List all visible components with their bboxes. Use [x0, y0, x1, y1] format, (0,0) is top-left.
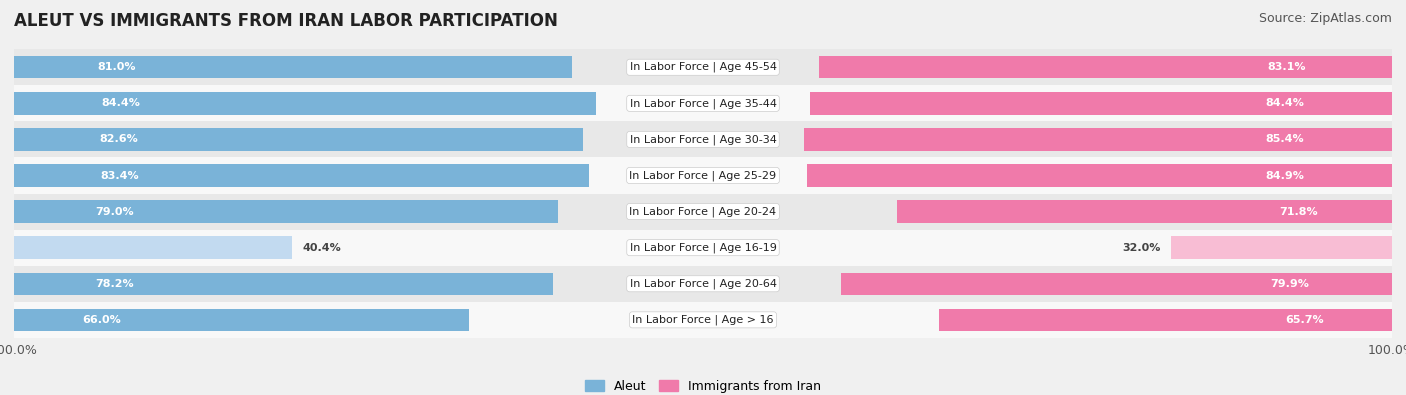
Legend: Aleut, Immigrants from Iran: Aleut, Immigrants from Iran — [581, 375, 825, 395]
Bar — [14, 121, 1392, 158]
Text: 84.9%: 84.9% — [1265, 171, 1305, 181]
Text: In Labor Force | Age 30-34: In Labor Force | Age 30-34 — [630, 134, 776, 145]
Text: In Labor Force | Age > 16: In Labor Force | Age > 16 — [633, 314, 773, 325]
Text: In Labor Force | Age 25-29: In Labor Force | Age 25-29 — [630, 170, 776, 181]
Bar — [14, 200, 558, 223]
Bar — [14, 266, 1392, 302]
Text: 66.0%: 66.0% — [83, 315, 121, 325]
Bar — [14, 158, 1392, 194]
Bar — [820, 56, 1392, 79]
Bar — [14, 56, 572, 79]
Bar — [1171, 237, 1392, 259]
Bar — [14, 164, 589, 187]
Text: 81.0%: 81.0% — [98, 62, 136, 72]
Bar — [14, 92, 596, 115]
Text: In Labor Force | Age 20-24: In Labor Force | Age 20-24 — [630, 206, 776, 217]
Bar — [810, 92, 1392, 115]
Text: 79.9%: 79.9% — [1271, 279, 1309, 289]
Bar — [939, 308, 1392, 331]
Text: 71.8%: 71.8% — [1279, 207, 1317, 216]
Bar — [807, 164, 1392, 187]
Bar — [14, 194, 1392, 229]
Bar — [14, 128, 583, 150]
Bar — [14, 302, 1392, 338]
Bar — [14, 229, 1392, 266]
Text: In Labor Force | Age 35-44: In Labor Force | Age 35-44 — [630, 98, 776, 109]
Text: 82.6%: 82.6% — [100, 134, 138, 145]
Text: 84.4%: 84.4% — [101, 98, 141, 108]
Text: In Labor Force | Age 45-54: In Labor Force | Age 45-54 — [630, 62, 776, 73]
Text: In Labor Force | Age 20-64: In Labor Force | Age 20-64 — [630, 278, 776, 289]
Text: 65.7%: 65.7% — [1285, 315, 1324, 325]
Text: 83.1%: 83.1% — [1268, 62, 1306, 72]
Text: 84.4%: 84.4% — [1265, 98, 1305, 108]
Bar — [14, 85, 1392, 121]
Text: 85.4%: 85.4% — [1265, 134, 1303, 145]
Text: Source: ZipAtlas.com: Source: ZipAtlas.com — [1258, 12, 1392, 25]
Text: 40.4%: 40.4% — [302, 243, 342, 253]
Bar — [897, 200, 1392, 223]
Text: 78.2%: 78.2% — [94, 279, 134, 289]
Text: 32.0%: 32.0% — [1123, 243, 1161, 253]
Text: In Labor Force | Age 16-19: In Labor Force | Age 16-19 — [630, 243, 776, 253]
Text: ALEUT VS IMMIGRANTS FROM IRAN LABOR PARTICIPATION: ALEUT VS IMMIGRANTS FROM IRAN LABOR PART… — [14, 12, 558, 30]
Bar — [14, 49, 1392, 85]
Bar — [14, 308, 468, 331]
Bar — [841, 273, 1392, 295]
Bar — [804, 128, 1392, 150]
Text: 79.0%: 79.0% — [96, 207, 135, 216]
Text: 83.4%: 83.4% — [100, 171, 139, 181]
Bar — [14, 273, 553, 295]
Bar — [14, 237, 292, 259]
